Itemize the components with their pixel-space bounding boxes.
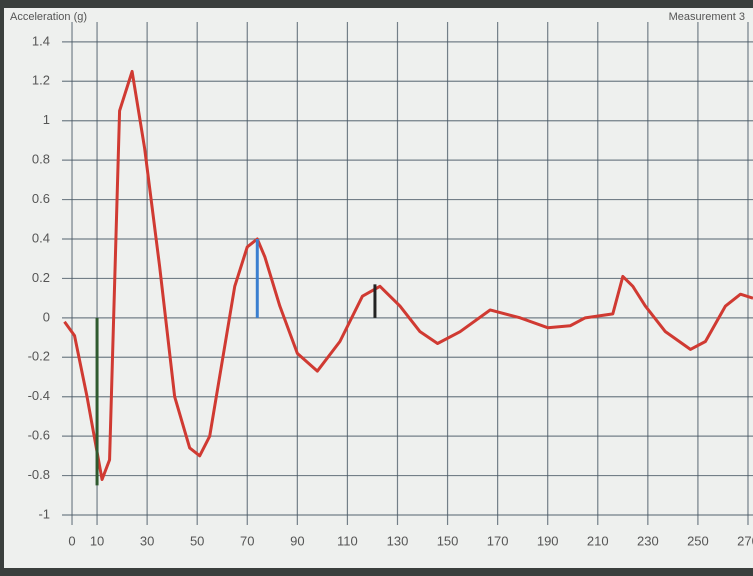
x-tick-label: 70	[240, 533, 254, 548]
x-tick-label: 130	[387, 533, 409, 548]
y-tick-label: -0.6	[28, 428, 50, 443]
y-tick-label: 1.4	[32, 33, 50, 48]
chart: Acceleration (g) Measurement 3 -1 -0.8 -0.…	[0, 0, 753, 576]
x-tick-label: 150	[437, 533, 459, 548]
y-tick-label: -0.8	[28, 467, 50, 482]
y-tick-label: 1.2	[32, 73, 50, 88]
x-tick-label: 90	[290, 533, 304, 548]
y-tick-label: -0.2	[28, 349, 50, 364]
x-tick-label: 50	[190, 533, 204, 548]
x-tick-label: 250	[687, 533, 709, 548]
y-tick-label: 0.8	[32, 152, 50, 167]
y-tick-label: 0.2	[32, 270, 50, 285]
x-tick-label: 110	[337, 533, 358, 548]
x-tick-label: 0	[68, 533, 75, 548]
x-tick-label: 10	[90, 533, 104, 548]
x-tick-label: 30	[140, 533, 154, 548]
x-tick-label: 210	[587, 533, 609, 548]
y-tick-label: -0.4	[28, 388, 50, 403]
y-tick-label: 0	[43, 309, 50, 324]
y-tick-label: 0.6	[32, 191, 50, 206]
x-tick-label: 230	[637, 533, 659, 548]
x-tick-label: 270	[737, 533, 753, 548]
chart-title: Acceleration (g)	[10, 11, 87, 23]
y-tick-label: 1	[43, 112, 50, 127]
y-tick-label: 0.4	[32, 230, 50, 245]
chart-subtitle: Measurement 3	[669, 11, 745, 23]
x-tick-label: 190	[537, 533, 559, 548]
x-tick-label: 170	[487, 533, 509, 548]
y-tick-label: -1	[38, 506, 50, 521]
